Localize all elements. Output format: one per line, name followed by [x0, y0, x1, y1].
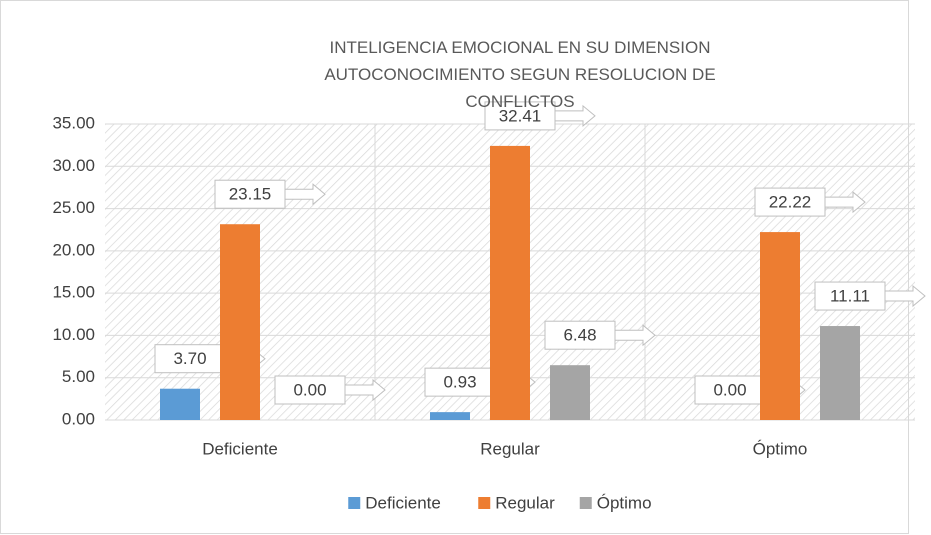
data-label-box	[424, 367, 496, 397]
bar	[760, 232, 800, 420]
bar	[430, 412, 470, 420]
data-label-arrow	[824, 191, 866, 214]
chart-title: INTELIGENCIA EMOCIONAL EN SU DIMENSION A…	[324, 38, 716, 111]
y-tick-label: 10.00	[52, 325, 95, 344]
x-tick-label: Regular	[480, 439, 540, 458]
data-label-box	[544, 320, 616, 350]
data-label: 11.11	[830, 287, 870, 306]
data-label-arrow	[344, 378, 386, 402]
legend-label: Óptimo	[597, 493, 652, 512]
bar	[490, 145, 530, 421]
x-tick-label: Óptimo	[753, 439, 808, 458]
y-tick-label: 5.00	[62, 367, 95, 386]
data-label: 0.00	[293, 380, 326, 399]
data-label-box	[214, 179, 286, 209]
legend-swatch	[478, 497, 491, 509]
data-label-box	[694, 375, 766, 405]
y-tick-label: 30.00	[52, 156, 95, 175]
data-label: 0.93	[443, 373, 476, 392]
bar	[160, 388, 200, 420]
data-label-box	[814, 281, 886, 311]
data-label: 23.15	[229, 185, 272, 204]
data-label: 22.22	[769, 193, 812, 212]
y-tick-label: 0.00	[62, 409, 95, 428]
legend-swatch	[348, 497, 361, 509]
data-label: 0.00	[713, 380, 746, 399]
bar	[550, 365, 590, 420]
data-label: 3.70	[173, 349, 206, 368]
data-label-arrow	[284, 183, 326, 206]
data-label-box	[154, 344, 226, 374]
data-label-arrow	[554, 104, 596, 127]
bar	[820, 326, 860, 420]
y-tick-label: 35.00	[52, 113, 95, 132]
x-tick-label: Deficiente	[202, 439, 278, 458]
data-label-arrow	[884, 284, 926, 308]
bar	[220, 224, 260, 420]
data-label-box	[484, 101, 556, 131]
legend-label: Deficiente	[365, 493, 441, 512]
legend-label: Regular	[495, 493, 555, 512]
data-label: 32.41	[499, 106, 542, 125]
data-label: 6.48	[563, 326, 596, 345]
y-tick-label: 15.00	[52, 283, 95, 302]
data-label-arrow	[614, 324, 656, 347]
y-tick-label: 25.00	[52, 198, 95, 217]
y-tick-label: 20.00	[52, 240, 95, 259]
legend-swatch	[579, 497, 592, 509]
